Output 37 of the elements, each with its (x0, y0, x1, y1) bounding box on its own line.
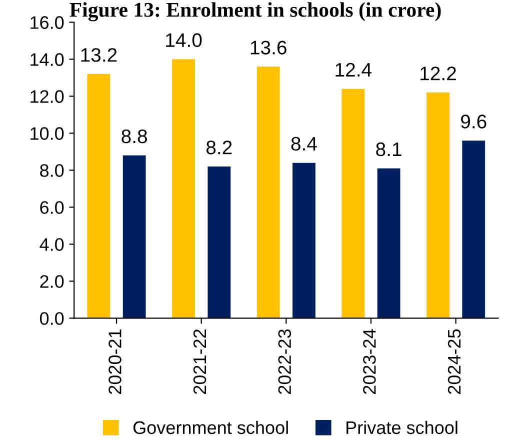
y-tick-label: 14.0 (30, 53, 64, 66)
x-tick-label: 2022-23 (278, 329, 292, 394)
data-label: 12.2 (420, 66, 456, 80)
data-label: 13.2 (81, 48, 117, 62)
data-label: 14.0 (166, 33, 202, 48)
bar (208, 166, 231, 318)
bar (172, 59, 195, 318)
y-tick-label: 10.0 (30, 127, 64, 140)
bar (122, 155, 146, 318)
x-tick-label: 2024-25 (448, 329, 461, 394)
y-tick-label: 16.0 (30, 16, 64, 29)
y-tick-label: 2.0 (40, 275, 64, 288)
bar (256, 66, 280, 318)
data-label: 8.8 (122, 129, 147, 144)
bar (426, 92, 450, 318)
legend-label: Government school (133, 420, 288, 434)
y-tick-label: 8.0 (40, 164, 64, 177)
x-tick-label: 2020-21 (108, 329, 122, 394)
bar (377, 168, 400, 318)
bar (87, 74, 110, 318)
data-label: 8.4 (291, 136, 317, 151)
bar (462, 140, 486, 318)
x-tick-label: 2023-24 (363, 329, 376, 394)
y-tick-label: 6.0 (40, 201, 64, 214)
data-label: 12.4 (336, 62, 372, 76)
data-label: 9.6 (461, 114, 486, 128)
legend-label: Private school (346, 420, 458, 434)
bar (342, 88, 365, 318)
data-label: 8.2 (206, 140, 232, 154)
data-label: 13.6 (250, 40, 286, 54)
y-tick-label: 4.0 (40, 238, 64, 251)
data-label: 8.1 (376, 142, 402, 156)
y-tick-label: 0.0 (40, 312, 64, 325)
x-tick-label: 2021-22 (193, 329, 206, 394)
y-tick-label: 12.0 (30, 90, 64, 103)
bar (292, 162, 316, 318)
chart-title: Figure 13: Enrolment in schools (in crore) (70, 2, 441, 22)
